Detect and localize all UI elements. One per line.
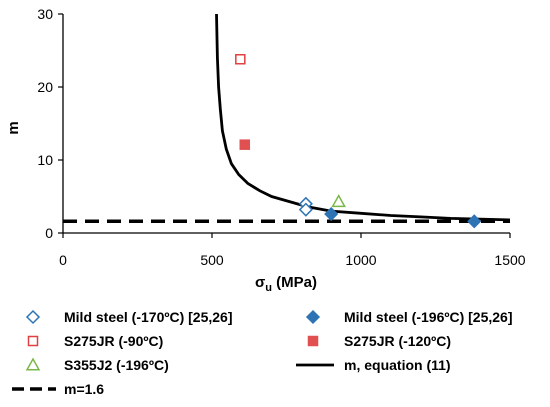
x-tick-label: 0 — [59, 252, 67, 268]
legend-symbol — [307, 335, 319, 347]
x-axis-title-subscript: u — [265, 282, 272, 294]
x-tick-label: 500 — [200, 252, 224, 268]
x-axis-title-unit: (MPa) — [272, 274, 317, 291]
y-axis-title: m — [5, 121, 22, 134]
legend-marker — [25, 309, 41, 325]
data-point — [331, 194, 346, 208]
legend-item: m=1.6 — [8, 379, 104, 399]
y-tick-label: 30 — [37, 6, 53, 22]
series — [63, 13, 511, 229]
legend-item: Mild steel (-170ºC) [25,26] — [8, 307, 233, 327]
legend-item: S275JR (-120ºC) — [288, 331, 451, 351]
legend-item: m, equation (11) — [288, 355, 451, 375]
legend-symbol — [296, 363, 334, 367]
x-axis-title-symbol: σ — [255, 274, 265, 291]
x-axis-title: σu (MPa) — [255, 274, 317, 294]
legend-marker — [27, 335, 39, 347]
legend-label: Mild steel (-170ºC) [25,26] — [64, 309, 233, 325]
y-tick-label: 0 — [45, 225, 53, 241]
data-point — [235, 54, 246, 65]
x-tick-label: 1500 — [494, 252, 525, 268]
y-tick-label: 20 — [37, 79, 53, 95]
legend-item: S275JR (-90ºC) — [8, 331, 163, 351]
y-tick-label: 10 — [37, 152, 53, 168]
data-point — [324, 206, 339, 222]
chart-plot: 0 10 20 30 0 500 1000 1500 m σu (MPa) — [5, 6, 526, 294]
legend-label: S275JR (-120ºC) — [344, 333, 452, 349]
legend-symbol — [27, 335, 39, 347]
data-point — [467, 214, 482, 229]
legend-label: Mild steel (-196ºC) [25,26] — [344, 309, 513, 325]
legend-symbol — [12, 387, 56, 391]
axes — [62, 14, 510, 234]
legend-marker — [307, 335, 319, 347]
legend-symbol — [305, 309, 321, 325]
legend-item: S355J2 (-196ºC) — [8, 355, 169, 375]
legend-label: S355J2 (-196ºC) — [64, 357, 169, 373]
x-tick-label: 1000 — [345, 252, 376, 268]
legend-marker — [25, 357, 41, 371]
data-point — [239, 139, 251, 150]
legend-symbol — [25, 357, 41, 371]
legend-symbol — [25, 309, 41, 325]
legend-label: m, equation (11) — [344, 357, 451, 373]
legend-label: S275JR (-90ºC) — [64, 333, 164, 349]
ticks: 0 10 20 30 0 500 1000 1500 — [37, 6, 525, 268]
legend-marker — [305, 309, 321, 325]
legend-label: m=1.6 — [64, 381, 105, 397]
data-point — [298, 202, 313, 217]
equation-curve — [215, 13, 511, 222]
legend-item: Mild steel (-196ºC) [25,26] — [288, 307, 513, 327]
